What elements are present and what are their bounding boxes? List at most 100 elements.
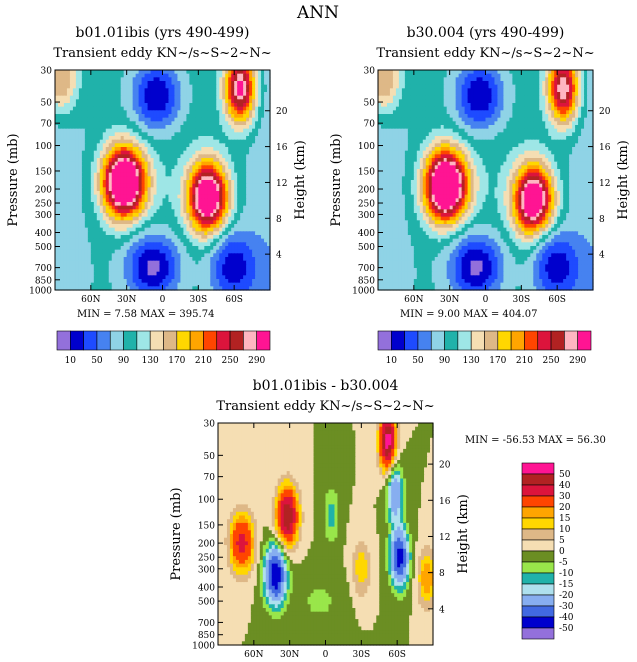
contour-cell	[120, 121, 125, 126]
height-axis-label: Height (km)	[293, 140, 308, 220]
contour-cell	[264, 99, 268, 104]
contour-cell	[192, 110, 196, 115]
contour-cell	[177, 77, 182, 82]
contour-cell	[210, 121, 214, 126]
contour-cell	[66, 117, 71, 122]
contour-cell	[159, 88, 164, 93]
contour-cell	[219, 106, 223, 111]
contour-cell	[55, 73, 59, 78]
contour-cell	[84, 70, 89, 75]
contour-cell	[180, 121, 185, 126]
contour-cell	[96, 106, 101, 111]
contour-cell	[75, 106, 80, 111]
contour-cell	[165, 117, 170, 122]
contour-cell	[153, 95, 158, 100]
colorbar-box	[109, 330, 124, 351]
contour-cell	[117, 114, 122, 119]
contour-cell	[201, 73, 205, 78]
contour-cell	[84, 103, 89, 108]
contour-cell	[219, 114, 223, 119]
contour-cell	[108, 88, 113, 93]
contour-cell	[201, 70, 205, 75]
contour-cell	[195, 99, 199, 104]
colorbar-label: 290	[248, 356, 265, 366]
contour-cell	[258, 106, 262, 111]
contour-cell	[123, 88, 128, 93]
contour-cell	[165, 88, 170, 93]
contour-cell	[63, 92, 68, 97]
contour-cell	[96, 121, 101, 126]
contour-cell	[249, 81, 253, 86]
contour-cell	[255, 114, 259, 119]
colorbar-label: 250	[221, 356, 238, 366]
contour-cell	[201, 77, 205, 82]
contour-cell	[153, 106, 158, 111]
contour-cell	[234, 114, 238, 119]
contour-cell	[105, 103, 110, 108]
contour-cell	[213, 117, 217, 122]
contour-cell	[144, 95, 149, 100]
contour-cell	[246, 99, 250, 104]
contour-cell	[150, 121, 155, 126]
contour-cell	[99, 103, 104, 108]
contour-cell	[105, 73, 110, 78]
contour-cell	[213, 92, 217, 97]
contour-cell	[129, 117, 134, 122]
contour-cell	[237, 70, 241, 75]
contour-cell	[108, 81, 113, 86]
contour-cell	[228, 77, 232, 82]
contour-cell	[147, 114, 152, 119]
contour-cell	[55, 84, 59, 89]
contour-cell	[192, 106, 196, 111]
contour-cell	[186, 106, 190, 111]
contour-cell	[63, 103, 68, 108]
contour-cell	[246, 121, 250, 126]
colorbar-box	[256, 330, 271, 351]
contour-cell	[99, 114, 104, 119]
colorbar-box	[216, 330, 231, 351]
contour-cell	[177, 73, 182, 78]
contour-cell	[240, 95, 244, 100]
contour-cell	[99, 106, 104, 111]
contour-cell	[55, 117, 59, 122]
contour-cell	[87, 95, 92, 100]
contour-cell	[264, 84, 268, 89]
contour-cell	[204, 114, 208, 119]
contour-cell	[258, 92, 262, 97]
contour-cell	[165, 110, 170, 115]
contour-cell	[267, 114, 271, 119]
contour-cell	[225, 114, 229, 119]
contour-cell	[156, 110, 161, 115]
contour-cell	[60, 114, 65, 119]
contour-cell	[108, 114, 113, 119]
contour-cell	[186, 103, 190, 108]
contour-cell	[102, 92, 107, 97]
contour-cell	[123, 95, 128, 100]
contour-cell	[264, 77, 268, 82]
contour-cell	[234, 106, 238, 111]
contour-cell	[123, 99, 128, 104]
contour-cell	[225, 81, 229, 86]
contour-cell	[69, 110, 74, 115]
colorbar-box	[149, 330, 164, 351]
contour-cell	[234, 88, 238, 93]
contour-cell	[150, 77, 155, 82]
contour-cell	[144, 114, 149, 119]
contour-cell	[213, 110, 217, 115]
contour-cell	[204, 121, 208, 126]
contour-cell	[210, 99, 214, 104]
contour-cell	[57, 114, 62, 119]
contour-cell	[60, 99, 65, 104]
contour-cell	[117, 70, 122, 75]
contour-cell	[216, 95, 220, 100]
contour-cell	[171, 92, 176, 97]
contour-cell	[213, 73, 217, 78]
contour-cell	[78, 117, 83, 122]
contour-cell	[243, 99, 247, 104]
contour-cell	[246, 73, 250, 78]
contour-cell	[222, 117, 226, 122]
contour-cell	[261, 84, 265, 89]
contour-cell	[207, 95, 211, 100]
contour-cell	[123, 117, 128, 122]
contour-cell	[204, 84, 208, 89]
